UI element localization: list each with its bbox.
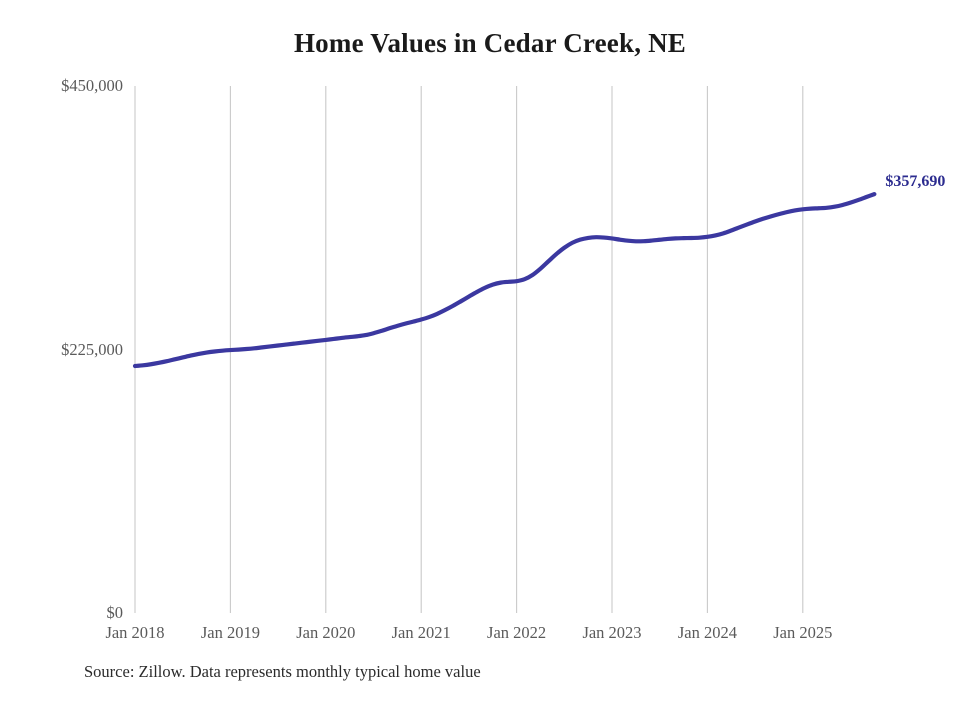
x-tick-label: Jan 2022 xyxy=(487,623,547,642)
y-tick-label: $0 xyxy=(106,603,124,622)
x-tick-label: Jan 2020 xyxy=(296,623,356,642)
x-tick-label: Jan 2021 xyxy=(391,623,451,642)
end-value-annotation: $357,690 xyxy=(885,173,946,191)
x-tick-label: Jan 2023 xyxy=(582,623,642,642)
home-value-line xyxy=(132,192,877,369)
x-tick-label: Jan 2025 xyxy=(773,623,833,642)
source-note: Source: Zillow. Data represents monthly … xyxy=(84,662,481,681)
x-tick-label: Jan 2018 xyxy=(105,623,165,642)
series-lines xyxy=(132,192,877,369)
chart-title: Home Values in Cedar Creek, NE xyxy=(293,28,686,58)
x-tick-label: Jan 2019 xyxy=(200,623,260,642)
x-tick-label: Jan 2024 xyxy=(677,623,737,642)
y-tick-label: $225,000 xyxy=(61,339,123,359)
y-tick-label: $450,000 xyxy=(61,76,123,95)
